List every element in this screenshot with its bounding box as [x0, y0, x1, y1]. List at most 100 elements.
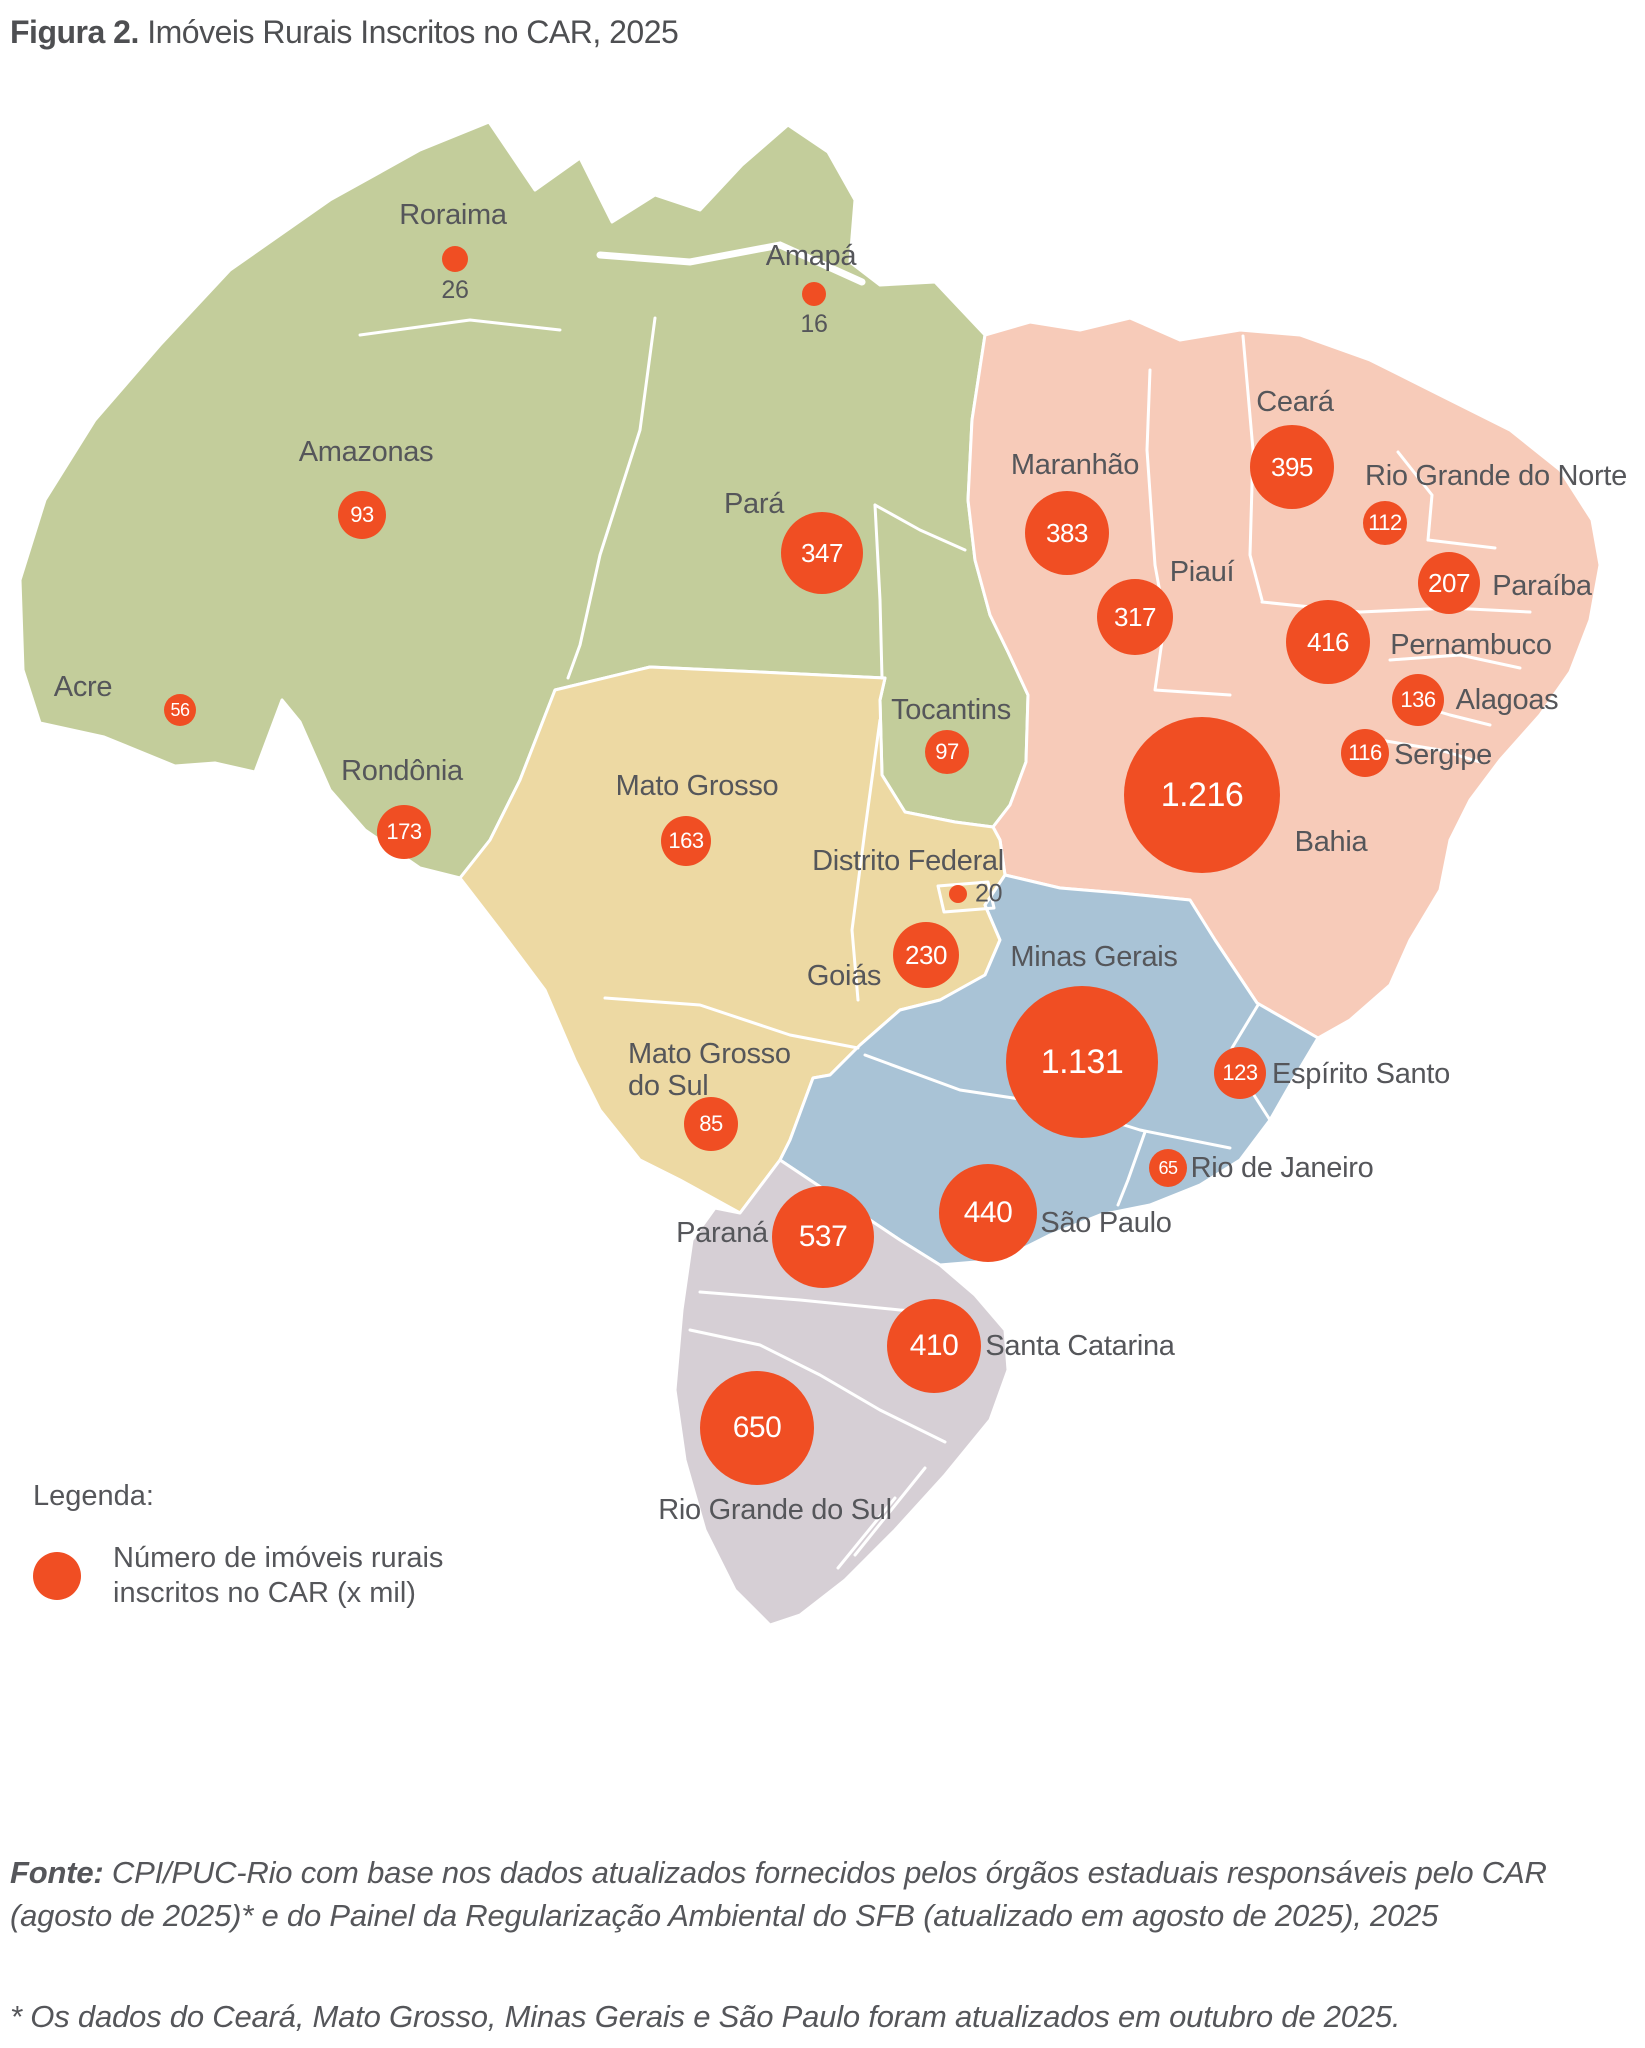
- bubble-roraima: [442, 246, 468, 272]
- state-label-line: Tocantins: [891, 693, 1011, 726]
- bubble-mato-grosso-do-sul: 85: [684, 1097, 738, 1151]
- state-label-maranhao: Maranhão: [1011, 449, 1139, 481]
- bubble-piaui: 317: [1097, 579, 1173, 655]
- bubble-goias: 230: [893, 922, 959, 988]
- state-border-line: [853, 1466, 927, 1557]
- bubble-pernambuco: 416: [1286, 600, 1370, 684]
- state-border-line: [1116, 1130, 1147, 1207]
- legend-bubble-icon: [33, 1551, 81, 1600]
- state-label-minas-gerais: Minas Gerais: [1010, 940, 1178, 973]
- figure-source: Fonte: CPI/PUC-Rio com base nos dados at…: [10, 1852, 1600, 2038]
- state-label-line: Ceará: [1256, 385, 1334, 418]
- bubble-parana: 537: [772, 1186, 874, 1288]
- value-amapa: 16: [800, 310, 828, 338]
- state-label-line: Maranhão: [1010, 448, 1140, 481]
- amazon-river-line: [596, 241, 866, 286]
- state-label-line: Minas Gerais: [1010, 940, 1178, 973]
- state-label-piaui: Piauí: [1170, 556, 1235, 588]
- state-label-line: Santa Catarina: [985, 1329, 1175, 1362]
- bubble-santa-catarina: 410: [887, 1299, 981, 1393]
- state-label-line: Rondônia: [341, 754, 463, 787]
- state-label-line: Amazonas: [298, 435, 434, 468]
- state-label-parana: Paraná: [676, 1217, 768, 1249]
- state-border-line: [1396, 450, 1434, 542]
- state-label-rio-de-janeiro: Rio de Janeiro: [1191, 1152, 1374, 1184]
- state-label-line: Bahia: [1294, 825, 1368, 858]
- state-label-rio-grande-do-norte: Rio Grande do Norte: [1365, 460, 1627, 492]
- state-label-bahia: Bahia: [1295, 826, 1368, 858]
- state-label-mato-grosso-do-sul: Mato Grosso do Sul: [628, 1038, 791, 1103]
- state-label-line: Rio Grande do Norte: [1365, 459, 1627, 492]
- figure-title-text: Imóveis Rurais Inscritos no CAR, 2025: [138, 14, 679, 50]
- source-footnote: * Os dados do Ceará, Mato Grosso, Minas …: [10, 1998, 1401, 2034]
- state-label-line: Paraná: [676, 1216, 768, 1249]
- bubble-ceara: 395: [1250, 425, 1334, 509]
- state-label-line: Rio de Janeiro: [1190, 1151, 1374, 1184]
- bubble-rio-grande-do-norte: 112: [1363, 501, 1407, 545]
- state-label-amapa: Amapá: [766, 240, 857, 272]
- state-border-line: [1241, 334, 1264, 602]
- legend: Legenda: Número de imóveis rurais inscri…: [33, 1480, 443, 1611]
- bubble-paraiba: 207: [1418, 552, 1480, 614]
- state-border-line: [1378, 738, 1482, 764]
- figure-title: Figura 2. Imóveis Rurais Inscritos no CA…: [10, 14, 679, 51]
- region-sul: [673, 1158, 1010, 1627]
- state-border-line: [873, 503, 884, 680]
- bubble-sergipe: 116: [1341, 729, 1389, 777]
- state-label-para: Pará: [724, 488, 784, 520]
- state-label-mato-grosso: Mato Grosso: [616, 770, 779, 802]
- state-label-line: Goiás: [806, 959, 882, 992]
- state-border-line: [873, 503, 967, 552]
- bubble-tocantins: 97: [925, 730, 969, 774]
- state-label-line: do Sul: [628, 1070, 709, 1103]
- state-label-line: Sergipe: [1394, 738, 1492, 771]
- bubble-espirito-santo: 123: [1214, 1047, 1266, 1099]
- state-label-tocantins: Tocantins: [891, 694, 1011, 726]
- state-label-roraima: Roraima: [399, 199, 507, 231]
- state-border-line: [836, 1496, 897, 1570]
- state-label-line: Rio Grande do Sul: [658, 1493, 892, 1526]
- state-label-santa-catarina: Santa Catarina: [985, 1329, 1175, 1362]
- state-border-line: [603, 996, 860, 1050]
- state-border-line: [936, 880, 996, 914]
- bubble-amapa: [802, 282, 826, 306]
- bubble-alagoas: 136: [1392, 674, 1444, 726]
- state-label-line: Acre: [53, 670, 113, 703]
- state-label-ceara: Ceará: [1256, 386, 1334, 418]
- state-label-line: São Paulo: [1040, 1206, 1172, 1239]
- bubble-acre: 56: [164, 694, 196, 726]
- state-label-rondonia: Rondônia: [341, 755, 463, 787]
- legend-item: Número de imóveis rurais inscritos no CA…: [33, 1541, 443, 1611]
- legend-heading: Legenda:: [33, 1480, 154, 1512]
- state-border-line: [566, 316, 657, 680]
- bubble-rondonia: 173: [377, 805, 431, 859]
- bubble-para: 347: [781, 512, 863, 594]
- bubble-maranhao: 383: [1025, 491, 1109, 575]
- bubble-rio-de-janeiro: 65: [1149, 1149, 1187, 1187]
- bubble-amazonas: 93: [338, 491, 386, 539]
- state-label-goias: Goiás: [806, 959, 882, 992]
- state-label-amazonas: Amazonas: [299, 436, 434, 468]
- state-label-paraiba: Paraíba: [1492, 569, 1592, 602]
- state-border-line: [358, 318, 562, 337]
- legend-item-label: Número de imóveis rurais inscritos no CA…: [113, 1542, 444, 1609]
- state-label-line: Mato Grosso: [628, 1038, 791, 1070]
- bubble-rio-grande-do-sul: 650: [700, 1371, 814, 1485]
- state-label-sao-paulo: São Paulo: [1040, 1207, 1171, 1239]
- state-label-acre: Acre: [53, 670, 113, 703]
- value-roraima: 26: [441, 276, 469, 304]
- bubble-mato-grosso: 163: [661, 816, 711, 866]
- bubble-bahia: 1.216: [1124, 717, 1280, 873]
- state-label-sergipe: Sergipe: [1394, 739, 1492, 771]
- bubble-minas-gerais: 1.131: [1006, 986, 1158, 1138]
- state-border-line: [1426, 538, 1497, 550]
- state-label-alagoas: Alagoas: [1456, 684, 1559, 716]
- state-label-rio-grande-do-sul: Rio Grande do Sul: [658, 1494, 892, 1526]
- state-label-pernambuco: Pernambuco: [1390, 629, 1552, 661]
- state-label-line: Alagoas: [1455, 683, 1559, 716]
- state-label-line: Distrito Federal: [812, 844, 1004, 877]
- state-label-line: Paraíba: [1492, 569, 1592, 602]
- state-label-line: Piauí: [1169, 555, 1235, 588]
